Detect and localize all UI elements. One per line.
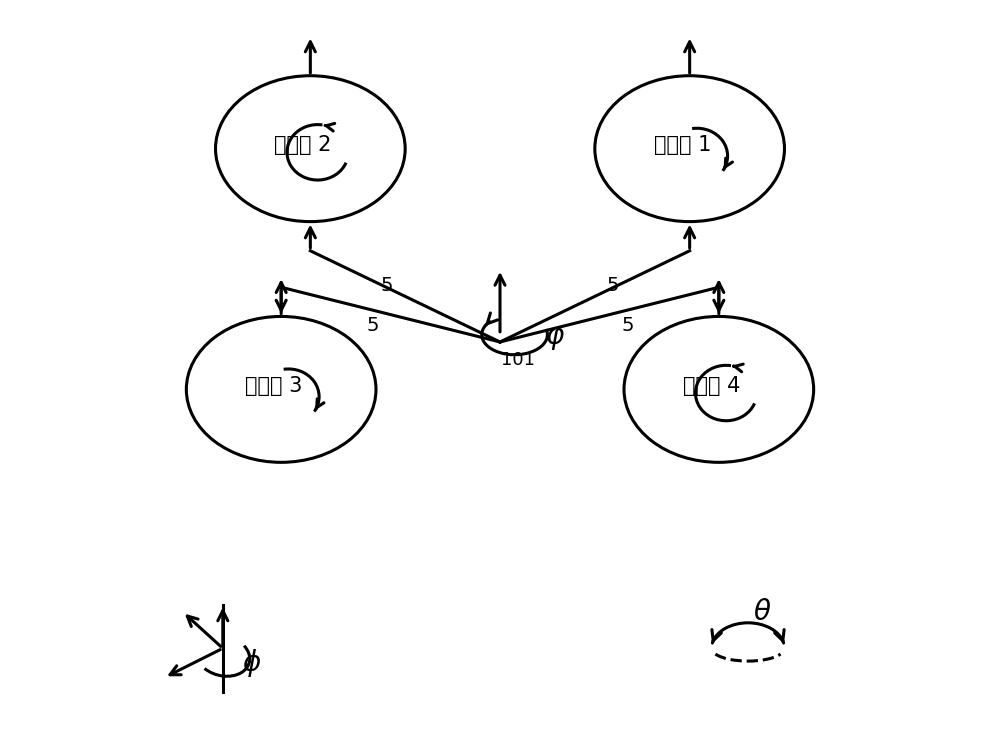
Text: 螺旋桨 2: 螺旋桨 2 xyxy=(274,135,332,155)
Text: 5: 5 xyxy=(607,276,619,295)
Text: 螺旋桨 4: 螺旋桨 4 xyxy=(683,376,740,395)
Text: $\phi$: $\phi$ xyxy=(242,647,262,679)
Text: $\theta$: $\theta$ xyxy=(753,598,772,626)
Text: 5: 5 xyxy=(366,316,379,335)
Text: 螺旋桨 3: 螺旋桨 3 xyxy=(245,376,303,395)
Text: 5: 5 xyxy=(381,276,393,295)
Text: 螺旋桨 1: 螺旋桨 1 xyxy=(654,135,711,155)
Text: 5: 5 xyxy=(621,316,634,335)
Text: $\varphi$: $\varphi$ xyxy=(545,324,565,352)
Text: 101: 101 xyxy=(501,351,535,369)
